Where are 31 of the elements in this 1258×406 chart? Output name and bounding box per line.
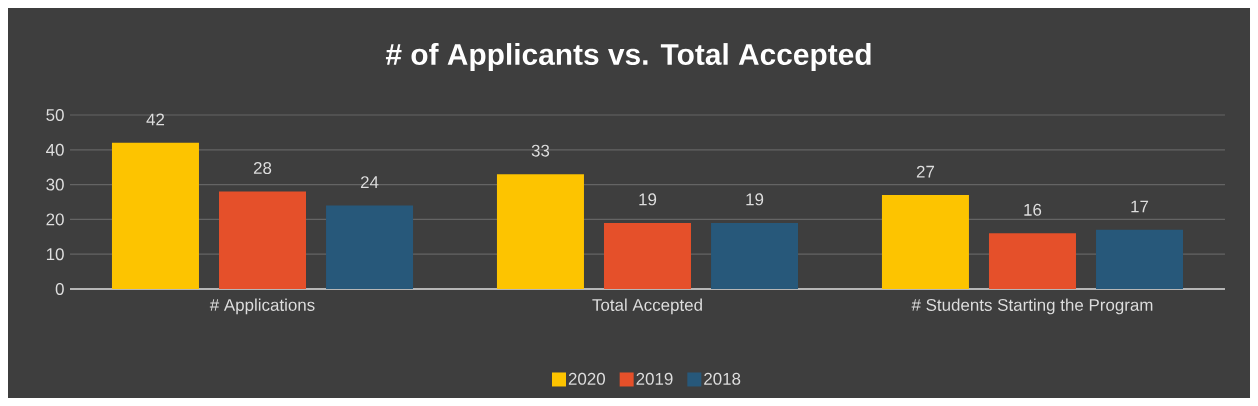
y-tick-label: 20 <box>46 213 64 226</box>
data-label: 42 <box>146 113 165 126</box>
data-label: 19 <box>639 193 657 206</box>
data-label: 27 <box>916 165 935 178</box>
legend-label: 2018 <box>704 372 741 385</box>
x-tick-label: # Students Starting the Program <box>911 298 1153 315</box>
bar <box>988 233 1076 289</box>
bar <box>881 195 969 289</box>
y-tick-label: 0 <box>55 283 64 295</box>
bar <box>219 191 307 289</box>
y-tick-label: 40 <box>46 143 64 156</box>
y-tick-label: 10 <box>46 248 64 261</box>
bar <box>711 222 799 289</box>
bar <box>111 142 199 289</box>
x-tick-label: # Applications <box>209 298 315 315</box>
legend-label: 2019 <box>636 372 673 385</box>
legend-label: 2020 <box>568 372 605 385</box>
bar <box>603 222 691 289</box>
bar <box>1096 229 1184 289</box>
y-tick-label: 30 <box>46 178 64 191</box>
bar <box>326 205 414 289</box>
data-label: 19 <box>746 193 764 206</box>
data-label: 16 <box>1024 203 1042 216</box>
y-tick-label: 50 <box>46 109 64 121</box>
data-label: 33 <box>531 144 550 157</box>
x-tick-label: Total Accepted <box>592 298 702 315</box>
bar <box>496 174 584 289</box>
data-label: 24 <box>360 176 379 188</box>
data-label: 17 <box>1131 200 1149 213</box>
data-label: 28 <box>253 162 272 175</box>
chart-title: # of Applicants vs. Total Accepted <box>385 43 871 71</box>
